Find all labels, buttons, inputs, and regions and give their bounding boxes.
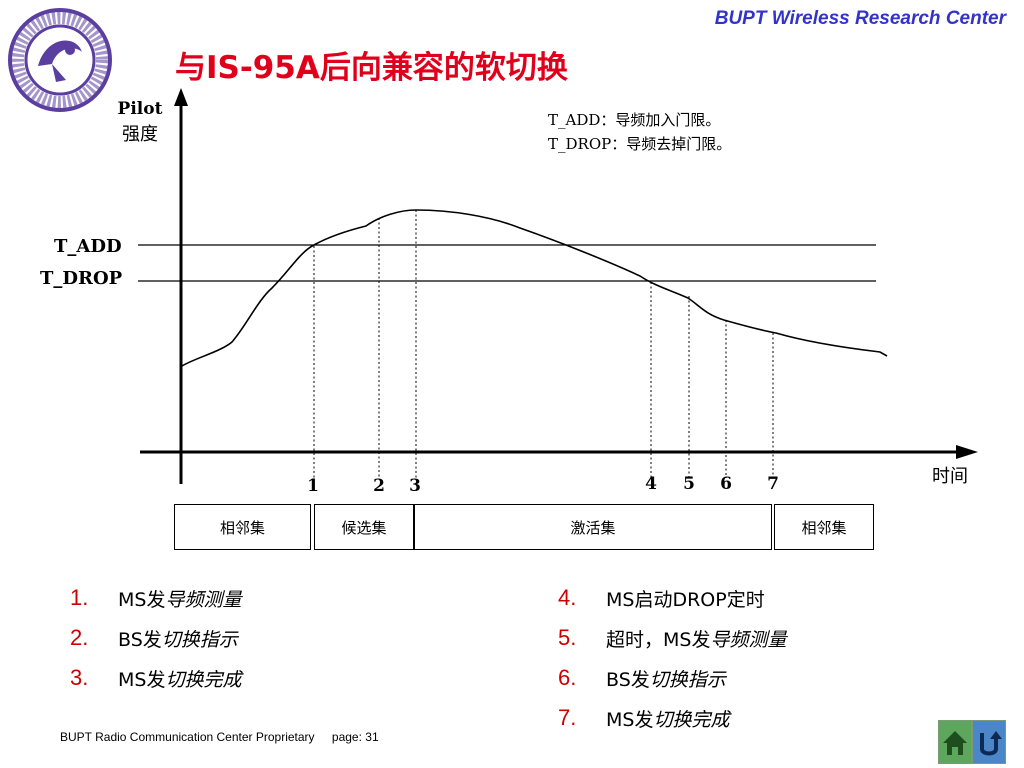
- home-button[interactable]: [938, 720, 972, 764]
- university-seal-icon: [6, 6, 114, 114]
- note-t-drop: T_DROP：导频去掉门限。: [548, 135, 732, 153]
- y-axis-label: Pilot 强度: [112, 96, 168, 148]
- list-prefix: MS发: [118, 588, 166, 611]
- list-number: 7.: [558, 705, 577, 730]
- event-label-4: 4: [645, 474, 657, 494]
- t-add-label: T_ADD: [54, 236, 122, 257]
- event-label-5: 5: [683, 474, 695, 494]
- list-item: 7. MS发 切换完成: [558, 698, 786, 738]
- list-emphasis: 切换完成: [165, 668, 242, 691]
- return-button[interactable]: [972, 720, 1006, 764]
- steps-list-right: 4. MS启动DROP定时 5. 超时，MS发 导频测量 6. BS发 切换指示…: [558, 578, 786, 738]
- note-t-add: T_ADD：导频加入门限。: [548, 111, 721, 129]
- list-item: 6. BS发 切换指示: [558, 658, 786, 698]
- return-arrow-icon: [980, 731, 1002, 756]
- set-box-neighbor-end: 相邻集: [774, 504, 874, 550]
- event-label-6: 6: [720, 474, 732, 494]
- y-axis-arrow: [174, 88, 188, 106]
- x-axis-label: 时间: [932, 466, 968, 487]
- pilot-strength-diagram: [138, 88, 978, 484]
- threshold-notes: T_ADD：导频加入门限。 T_DROP：导频去掉门限。: [548, 108, 731, 156]
- footer: BUPT Radio Communication Center Propriet…: [60, 730, 379, 744]
- list-item: 2. BS发 切换指示: [70, 618, 241, 658]
- pilot-strength-curve: [181, 209, 888, 367]
- list-number: 4.: [558, 585, 577, 610]
- header-center-name: BUPT Wireless Research Center: [714, 8, 1006, 29]
- event-label-3: 3: [409, 476, 421, 496]
- list-number: 1.: [70, 585, 89, 610]
- list-number: 6.: [558, 665, 577, 690]
- list-prefix: BS发: [606, 668, 650, 691]
- event-label-7: 7: [767, 474, 779, 494]
- x-axis-arrow: [956, 445, 978, 459]
- set-box-neighbor-start: 相邻集: [174, 504, 311, 550]
- list-prefix: 超时，MS发: [606, 628, 711, 651]
- list-number: 5.: [558, 625, 577, 650]
- steps-list-left: 1. MS发 导频测量 2. BS发 切换指示 3. MS发 切换完成: [70, 578, 241, 698]
- home-icon: [943, 731, 967, 755]
- list-emphasis: 导频测量: [165, 588, 242, 611]
- list-item: 3. MS发 切换完成: [70, 658, 241, 698]
- set-box-candidate: 候选集: [314, 504, 414, 550]
- footer-text: BUPT Radio Communication Center Propriet…: [60, 730, 315, 744]
- event-label-2: 2: [373, 476, 385, 496]
- list-item: 1. MS发 导频测量: [70, 578, 241, 618]
- list-prefix: MS启动DROP定时: [606, 588, 765, 611]
- event-label-1: 1: [307, 476, 319, 496]
- list-emphasis: 切换完成: [653, 708, 730, 731]
- list-item: 5. 超时，MS发 导频测量: [558, 618, 786, 658]
- list-item: 4. MS启动DROP定时: [558, 578, 786, 618]
- y-axis-label-cn: 强度: [122, 124, 158, 145]
- list-emphasis: 切换指示: [161, 628, 238, 651]
- list-prefix: MS发: [606, 708, 654, 731]
- y-axis-label-en: Pilot: [117, 99, 163, 119]
- page-title: 与IS-95A后向兼容的软切换: [175, 50, 568, 86]
- page-number: page: 31: [331, 730, 379, 744]
- list-emphasis: 切换指示: [649, 668, 726, 691]
- list-number: 2.: [70, 625, 89, 650]
- list-prefix: MS发: [118, 668, 166, 691]
- list-number: 3.: [70, 665, 89, 690]
- t-drop-label: T_DROP: [40, 268, 123, 289]
- set-box-active: 激活集: [414, 504, 772, 550]
- list-emphasis: 导频测量: [710, 628, 787, 651]
- list-prefix: BS发: [118, 628, 162, 651]
